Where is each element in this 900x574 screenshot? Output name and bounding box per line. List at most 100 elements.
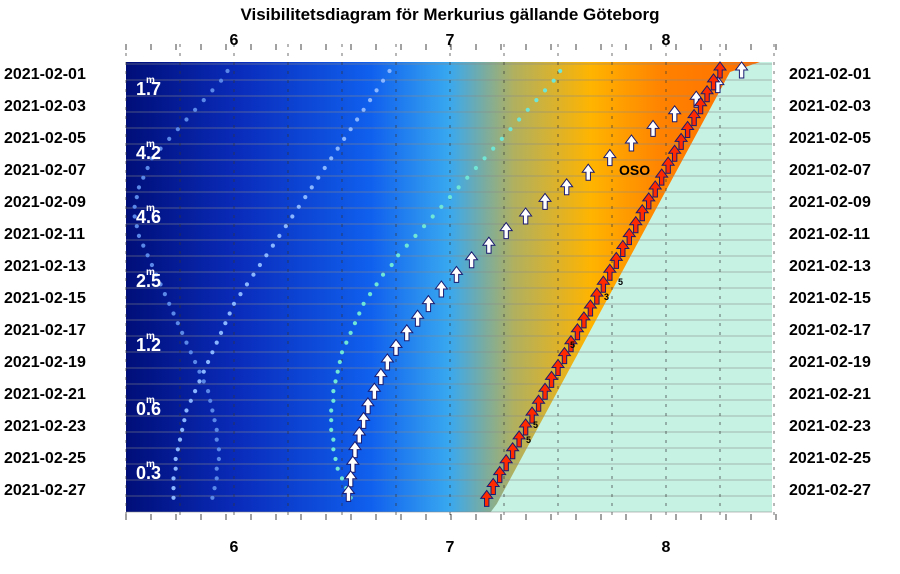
red-arrow-shape (680, 120, 695, 138)
series-dot (387, 68, 392, 74)
series-dot (342, 136, 347, 141)
series-dot (447, 195, 453, 200)
series-dot (208, 398, 213, 403)
white-arrow-shape (410, 309, 425, 327)
date-label-right: 2021-02-23 (789, 418, 871, 435)
series-dot (180, 330, 185, 335)
white-arrow (667, 104, 682, 123)
white-arrow (449, 265, 464, 283)
series-dot (251, 272, 256, 277)
date-label-left: 2021-02-11 (4, 226, 85, 243)
red-arrow-shape (492, 465, 507, 484)
red-arrow (525, 406, 540, 424)
red-arrow (544, 370, 559, 388)
series-dot (329, 408, 334, 413)
red-arrow (602, 263, 617, 281)
white-arrow (352, 426, 367, 444)
magnitude-label: 0.3 (136, 463, 161, 483)
series-dot (344, 340, 349, 345)
red-arrow (693, 96, 708, 115)
series-dot (333, 379, 338, 384)
series-dot (175, 321, 180, 326)
magnitude-label: 0.6 (136, 399, 161, 419)
white-arrow (464, 250, 479, 269)
white-arrow-shape (399, 323, 414, 342)
series-dot (223, 321, 228, 326)
series-dot (339, 476, 345, 481)
series-dot (473, 165, 479, 171)
magnitude-unit: m (146, 203, 155, 214)
series-dot (145, 165, 150, 171)
series-dot (214, 466, 219, 471)
date-label-right: 2021-02-09 (789, 194, 871, 211)
red-arrow (654, 168, 669, 186)
magnitude-label: 1.7 (136, 79, 161, 99)
white-arrow (421, 294, 436, 313)
small-label: 5 (618, 277, 623, 287)
series-dot (134, 224, 139, 229)
series-dot (277, 233, 282, 238)
series-dot (396, 253, 401, 258)
series-dot (193, 389, 198, 394)
x-tick-label-top: 6 (230, 32, 239, 49)
magnitude-unit: m (146, 459, 155, 470)
series-dot (499, 136, 504, 141)
series-dot (171, 311, 176, 316)
small-label: 5 (526, 435, 531, 445)
white-arrow (341, 484, 356, 502)
series-dot (225, 68, 230, 74)
series-dot (212, 486, 217, 491)
date-label-left: 2021-02-01 (4, 66, 86, 83)
series-dot (184, 117, 189, 122)
series-dot (149, 262, 155, 268)
series-dot (158, 146, 163, 151)
series-dot (227, 311, 232, 316)
date-label-right: 2021-02-13 (789, 258, 871, 275)
dot-series (132, 68, 563, 500)
white-arrow-shape (449, 265, 464, 283)
red-arrow (479, 489, 494, 507)
red-arrow (538, 382, 553, 400)
series-dot (214, 427, 219, 432)
series-dot (136, 233, 142, 238)
date-label-right: 2021-02-15 (789, 290, 871, 307)
small-label: 3 (604, 292, 609, 302)
white-arrow-shape (343, 469, 358, 488)
series-dot (210, 495, 215, 500)
small-label: 5 (533, 420, 538, 430)
series-dot (167, 301, 172, 306)
series-dot (218, 78, 224, 83)
white-arrow (434, 280, 449, 298)
red-arrow-shape (557, 346, 572, 365)
date-label-right: 2021-02-17 (789, 322, 871, 339)
series-dot (551, 78, 556, 83)
series-dot (491, 146, 496, 151)
series-dot (456, 185, 461, 190)
white-arrow (399, 323, 414, 342)
magnitude-label: 4.2 (136, 143, 161, 163)
series-dot (214, 437, 219, 442)
red-arrow-shape (505, 441, 520, 460)
red-arrow (570, 322, 585, 341)
red-arrow (680, 120, 695, 138)
white-arrow-shape (646, 119, 661, 137)
series-dot (339, 350, 345, 355)
red-arrow-shape (576, 311, 591, 329)
series-dot (380, 78, 386, 83)
series-dot (171, 495, 176, 500)
series-dot (482, 156, 487, 161)
red-arrow (492, 465, 507, 484)
red-arrow-shape (693, 96, 708, 115)
series-dot (136, 185, 142, 190)
red-arrow-shape (706, 73, 721, 91)
white-arrow (581, 163, 596, 181)
white-arrow-shape (345, 455, 360, 473)
series-dot (322, 165, 327, 171)
white-arrow (380, 353, 395, 371)
chart-title: Visibilitetsdiagram för Merkurius gällan… (240, 5, 659, 24)
magnitude-label: 2.5 (136, 271, 161, 291)
red-arrow (609, 251, 624, 269)
date-label-right: 2021-02-03 (789, 98, 871, 115)
red-arrow (622, 227, 637, 246)
